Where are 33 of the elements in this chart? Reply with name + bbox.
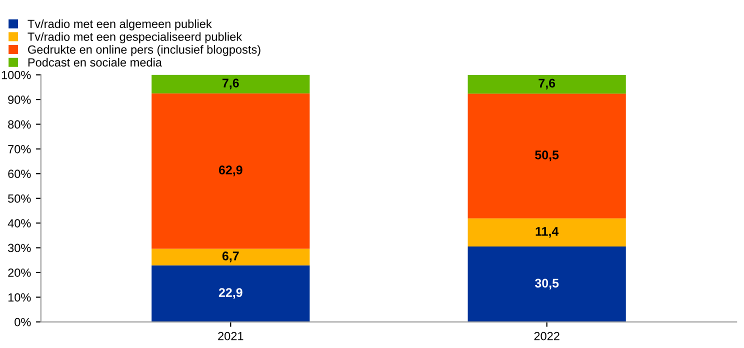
data-label: 62,9	[218, 166, 242, 176]
data-label: 7,6	[222, 78, 239, 90]
bar	[152, 93, 310, 249]
legend-label: Gedrukte en online pers (inclusief blogposts)	[28, 45, 260, 56]
data-label: 11,4	[536, 227, 559, 238]
y-tick-label: 50%	[8, 194, 31, 203]
y-tick-label: 10%	[8, 293, 31, 302]
data-label: 50,5	[535, 150, 559, 162]
legend-label: Tv/radio met een gespecialiseerd publiek	[28, 32, 242, 44]
data-label: 30,5	[534, 278, 559, 290]
bar	[468, 94, 626, 218]
bar	[152, 74, 310, 94]
data-label: 7,6	[538, 78, 556, 90]
data-label: 22,9	[218, 288, 242, 299]
bar	[152, 248, 310, 266]
y-tick-label: 40%	[8, 219, 31, 228]
bar	[468, 218, 626, 247]
bar	[468, 74, 626, 94]
bar	[152, 265, 310, 322]
y-tick-label: 80%	[8, 120, 31, 129]
y-tick-label: 60%	[8, 170, 31, 178]
legend-label: Podcast en sociale media	[28, 58, 162, 67]
y-tick-label: 0%	[14, 318, 31, 326]
y-tick-label: 90%	[8, 96, 31, 104]
legend-label: Tv/radio met een algemeen publiek	[28, 19, 212, 30]
x-tick-label: 2021	[218, 332, 244, 340]
data-label: 6,7	[222, 252, 239, 262]
y-tick-label: 100%	[2, 70, 31, 80]
bar	[468, 246, 626, 322]
y-tick-label: 30%	[8, 244, 31, 252]
y-tick-label: 20%	[8, 268, 31, 277]
x-tick-label: 2022	[534, 332, 560, 340]
y-tick-label: 70%	[8, 144, 31, 154]
